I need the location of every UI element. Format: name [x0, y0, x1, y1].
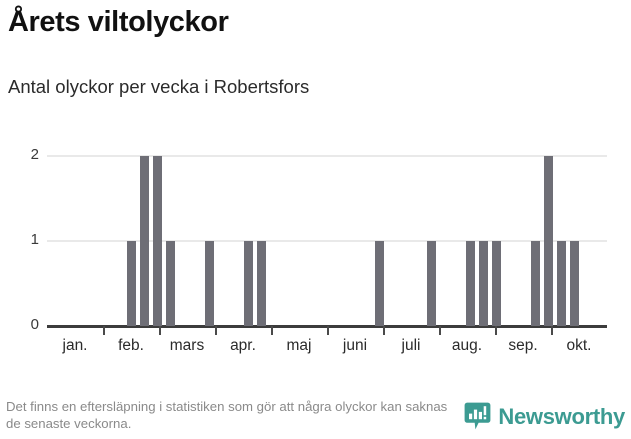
x-tick-label: apr. [230, 337, 256, 354]
bar[interactable] [426, 241, 436, 326]
disclaimer-text: Det finns en eftersläpning i statistiken… [6, 399, 448, 432]
bar-chart-bubble-icon [464, 402, 491, 432]
x-tick-label: sep. [508, 337, 538, 354]
bar[interactable] [465, 241, 475, 326]
x-axis: jan. feb. mars apr. maj juni juli aug. sep. okt. [0, 326, 631, 366]
bar[interactable] [244, 241, 254, 326]
x-tick-label: jan. [62, 337, 88, 354]
bar[interactable] [478, 241, 488, 326]
y-tick-label: 0 [30, 316, 39, 333]
bar[interactable] [374, 241, 384, 326]
bar[interactable] [530, 241, 540, 326]
logo-wordmark: Newsworthy [498, 404, 625, 429]
x-tick-label: juni [342, 337, 368, 354]
x-tick-label: aug. [451, 337, 483, 354]
bar[interactable] [556, 241, 566, 326]
gridline [47, 240, 607, 242]
bar[interactable] [127, 241, 137, 326]
x-tick [327, 326, 329, 335]
x-tick [439, 326, 441, 335]
x-tick [103, 326, 105, 335]
bar[interactable] [569, 241, 579, 326]
x-tick [215, 326, 217, 335]
x-tick-label: maj [286, 337, 312, 354]
gridline [47, 155, 607, 157]
bar[interactable] [205, 241, 215, 326]
newsworthy-logo[interactable]: Newsworthy [464, 402, 625, 432]
x-tick-label: okt. [566, 337, 592, 354]
bar[interactable] [153, 156, 163, 326]
footer: Det finns en eftersläpning i statistiken… [0, 396, 631, 439]
y-axis: 0 1 2 [0, 130, 39, 333]
x-tick [159, 326, 161, 335]
bar[interactable] [257, 241, 267, 326]
x-tick-label: juli [401, 337, 421, 354]
x-tick [271, 326, 273, 335]
bars-layer [0, 130, 631, 326]
bar[interactable] [140, 156, 150, 326]
x-tick [495, 326, 497, 335]
bar[interactable] [491, 241, 501, 326]
x-tick [551, 326, 553, 335]
x-tick-label: mars [169, 337, 205, 354]
x-tick [383, 326, 385, 335]
y-tick-label: 1 [30, 231, 39, 248]
y-tick-label: 2 [30, 146, 39, 163]
chart-subtitle: Antal olyckor per vecka i Robertsfors [8, 76, 310, 97]
bar[interactable] [543, 156, 553, 326]
x-tick-label: feb. [118, 337, 144, 354]
page-title: Årets viltolyckor [8, 6, 229, 38]
bar[interactable] [166, 241, 176, 326]
